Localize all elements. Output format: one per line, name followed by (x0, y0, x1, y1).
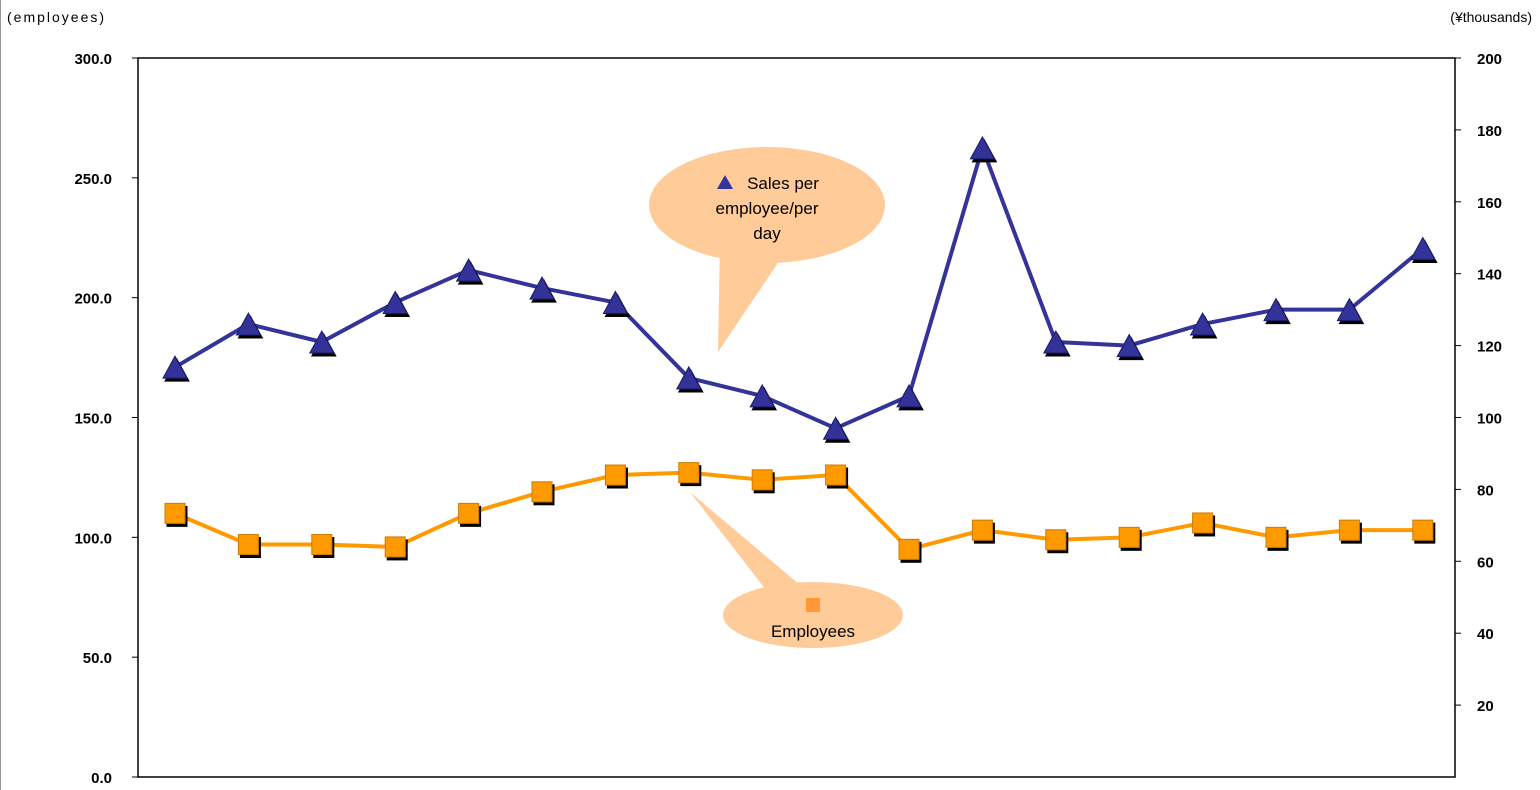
sales-callout-text-line: employee/per (715, 199, 818, 218)
data-point-triangle (1263, 297, 1289, 322)
employees-callout-body (723, 582, 903, 648)
data-point-triangle (1042, 329, 1069, 354)
data-point-square (531, 481, 553, 503)
series-line (173, 145, 1425, 431)
data-point-triangle (822, 416, 849, 440)
right-axis-unit-label: (¥thousands) (1450, 9, 1532, 25)
data-point-triangle (602, 290, 629, 314)
sales-callout: Sales per employee/per day (649, 147, 885, 352)
right-tick-label: 200 (1477, 51, 1502, 68)
data-point-triangle (529, 276, 555, 300)
data-point-triangle (235, 311, 262, 336)
left-tick-label: 250.0 (74, 171, 112, 188)
data-point-square (678, 462, 700, 484)
data-point-square (237, 534, 259, 556)
right-tick-label: 160 (1477, 195, 1502, 212)
data-point-triangle (896, 383, 922, 408)
data-point-square (1412, 519, 1434, 541)
series-layer (162, 135, 1436, 560)
data-point-square (751, 469, 773, 491)
data-point-triangle (675, 365, 702, 390)
axes-layer: 300.0 250.0 200.0 150.0 100.0 50.0 0.0 200 180 16… (74, 51, 1502, 787)
right-tick-label: 60 (1477, 554, 1494, 571)
left-tick-label: 0.0 (91, 770, 112, 787)
employees-callout: Employees (690, 492, 903, 648)
data-point-square (311, 534, 333, 556)
left-border (0, 0, 1, 790)
sales-callout-text-line: day (753, 224, 781, 243)
data-point-square (1338, 519, 1360, 541)
sales-callout-marker (717, 175, 733, 189)
data-point-triangle (308, 329, 335, 354)
data-point-triangle (455, 258, 482, 282)
data-point-triangle (969, 135, 996, 160)
left-tick-label: 300.0 (74, 51, 112, 68)
right-tick-label: 20 (1477, 698, 1494, 715)
data-point-triangle (749, 383, 776, 408)
data-point-square (458, 502, 480, 524)
data-point-square (604, 464, 626, 486)
data-point-triangle (382, 290, 409, 314)
data-point-triangle (1189, 311, 1216, 336)
data-point-square (1118, 526, 1140, 548)
left-tick-label: 200.0 (74, 291, 112, 308)
data-point-square (1045, 529, 1067, 551)
left-tick-label: 150.0 (74, 411, 112, 428)
sales-callout-tail (718, 240, 790, 352)
data-point-square (1192, 512, 1214, 534)
left-tick-label: 100.0 (74, 530, 112, 547)
left-axis-unit-label: (employees) (7, 9, 107, 25)
right-tick-label: 80 (1477, 482, 1494, 499)
data-point-triangle (1116, 333, 1143, 358)
data-point-triangle (162, 355, 188, 379)
sales-callout-body (649, 147, 885, 263)
data-point-square (164, 502, 186, 524)
data-point-triangle (1409, 236, 1436, 261)
data-point-square (1265, 526, 1287, 548)
series-square (164, 462, 1434, 560)
data-point-square (898, 538, 920, 560)
data-point-square (825, 464, 847, 486)
right-tick-label: 140 (1477, 267, 1502, 284)
right-tick-label: 100 (1477, 411, 1502, 428)
series-triangle (162, 135, 1436, 440)
right-tick-label: 120 (1477, 339, 1502, 356)
data-point-square (971, 519, 993, 541)
employees-callout-text: Employees (771, 622, 855, 641)
sales-callout-text-line: Sales per (747, 174, 819, 193)
series-line (174, 470, 1423, 552)
right-tick-label: 40 (1477, 626, 1494, 643)
callout-layer: Sales per employee/per day Employees (649, 147, 903, 648)
employees-callout-marker (806, 598, 820, 612)
data-point-square (384, 536, 406, 558)
right-tick-label: 180 (1477, 123, 1502, 140)
left-tick-label: 50.0 (83, 650, 112, 667)
employees-callout-tail (690, 492, 800, 595)
data-point-triangle (1336, 297, 1363, 322)
